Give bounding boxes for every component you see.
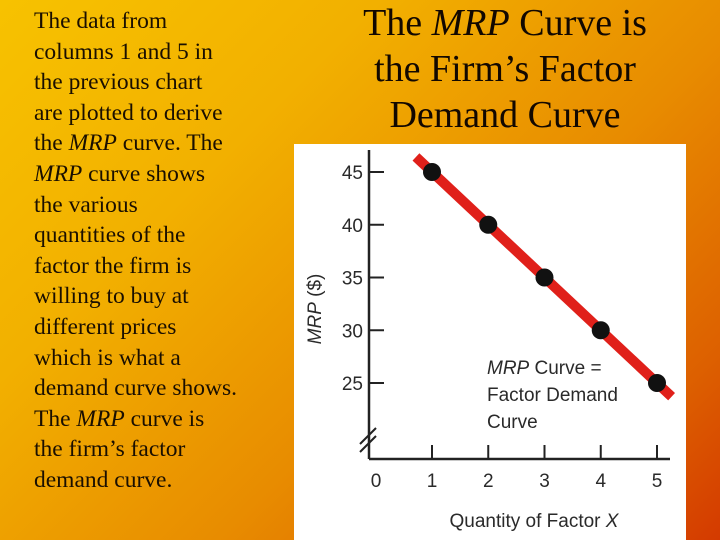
text-line: The MRP curve is [34,405,205,432]
title-line-3: Demand Curve [389,94,621,136]
y-tick-label: 45 [342,163,363,184]
data-point [648,374,666,392]
y-axis-label: MRP ($) [305,274,326,345]
title-line-1: The MRP Curve is [363,2,647,44]
text-line: The data from [34,8,168,34]
text-line: factor the firm is [34,252,192,279]
text-line: the MRP curve. The [34,130,223,157]
text-line: willing to buy at [34,283,189,310]
axis-break-mark [359,435,377,453]
text-line: the previous chart [34,69,203,96]
x-tick-label: 2 [483,471,494,492]
x-axis: 0 1 2 3 4 5 [369,445,670,492]
curve-annotation: MRP Curve = Factor Demand Curve [487,358,623,433]
x-tick-label: 3 [539,471,550,492]
text-line: demand curve shows. [34,375,237,402]
x-tick-label: 1 [427,471,438,492]
text-line: columns 1 and 5 in [34,38,213,65]
y-tick-label: 30 [342,321,363,342]
x-axis-label: Quantity of Factor X [450,511,620,532]
text-line: different prices [34,313,177,340]
text-line: the firm’s factor [34,436,186,463]
text-line: quantities of the [34,222,186,249]
y-tick-label: 25 [342,374,363,395]
text-line: the various [34,191,138,218]
y-tick-label: 40 [342,216,363,237]
data-point [423,163,441,181]
x-tick-label: 4 [595,471,606,492]
y-tick-label: 35 [342,269,363,290]
x-tick-label: 0 [371,471,382,492]
text-line: demand curve. [34,466,173,493]
x-tick-label: 5 [652,471,663,492]
data-point [535,268,554,287]
slide-title: The MRP Curve is the Firm’s Factor Deman… [300,0,710,138]
data-point [591,321,610,340]
text-line: MRP curve shows [34,160,205,187]
data-point [479,215,498,234]
text-line: which is what a [34,344,181,371]
data-points [423,163,666,392]
axis-break-mark [359,427,377,445]
title-line-2: the Firm’s Factor [374,48,636,90]
text-line: are plotted to derive [34,99,223,126]
explanation-text: The data from columns 1 and 5 in the previ… [34,6,286,496]
y-axis: 25 30 35 40 45 [342,150,384,459]
